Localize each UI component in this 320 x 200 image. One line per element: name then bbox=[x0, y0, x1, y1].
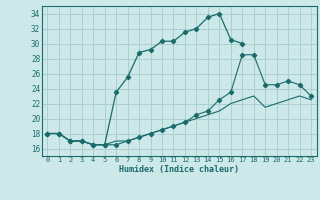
X-axis label: Humidex (Indice chaleur): Humidex (Indice chaleur) bbox=[119, 165, 239, 174]
